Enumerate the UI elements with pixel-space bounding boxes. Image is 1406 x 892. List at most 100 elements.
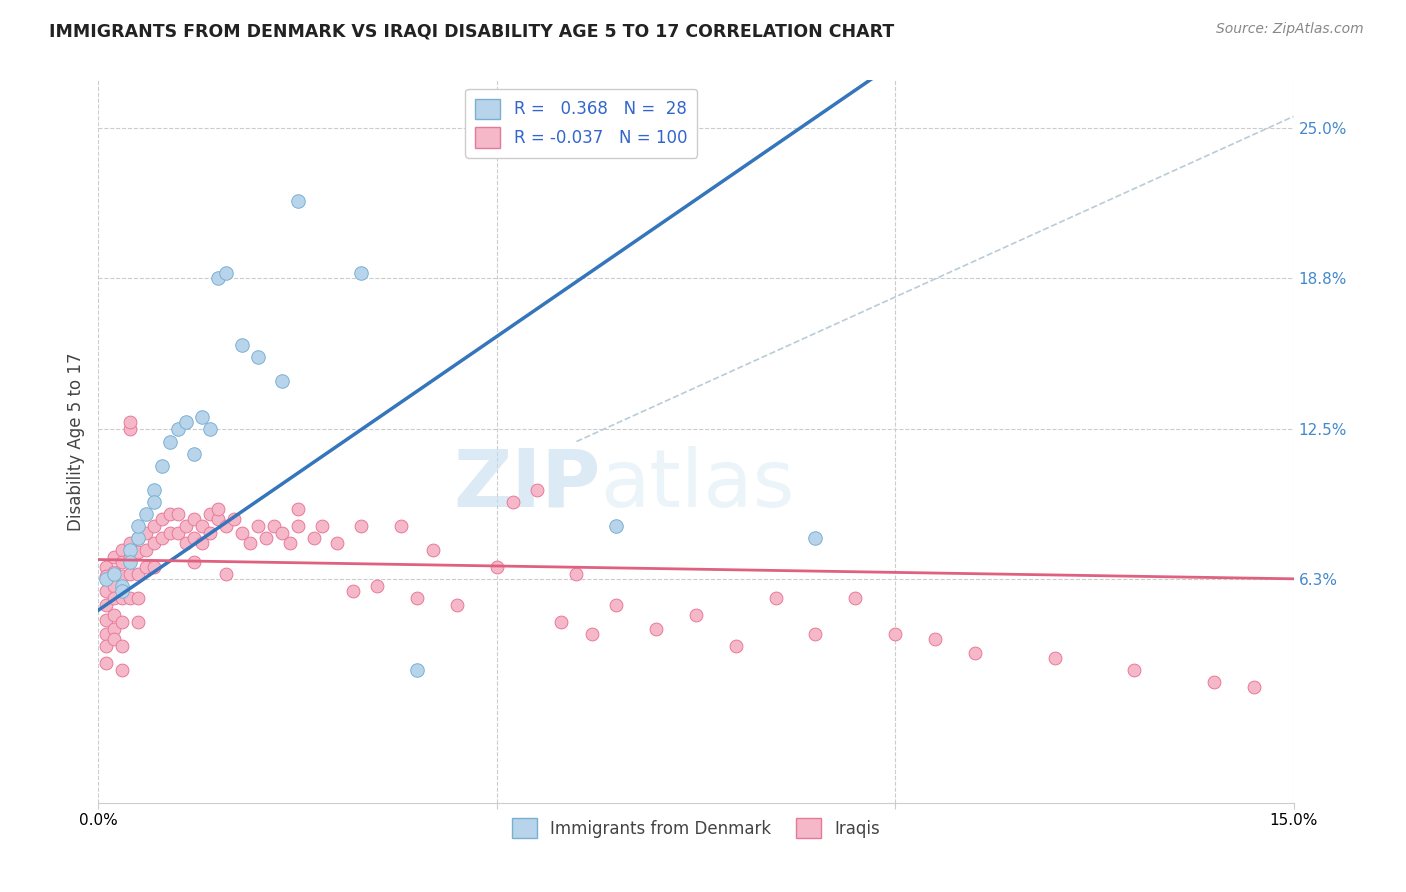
Point (645, 623, 668, 637)
Point (111, 591, 134, 606)
Point (127, 567, 149, 582)
Point (246, 518, 269, 533)
Point (526, 483, 548, 497)
Text: atlas: atlas (600, 446, 794, 524)
Point (167, 507, 190, 521)
Point (96, 627, 118, 641)
Point (222, 511, 245, 525)
Point (239, 535, 262, 549)
Point (844, 591, 866, 606)
Point (143, 494, 166, 508)
Point (1043, 651, 1066, 665)
Point (127, 531, 149, 545)
Point (174, 535, 197, 549)
Point (389, 518, 412, 533)
Point (143, 518, 166, 533)
Point (135, 542, 157, 557)
Point (215, 567, 238, 582)
Point (103, 591, 125, 606)
Point (198, 507, 221, 521)
Point (96, 599, 118, 613)
Point (96, 656, 118, 670)
Point (191, 410, 214, 425)
Point (96, 613, 118, 627)
Point (174, 518, 197, 533)
Point (135, 559, 157, 574)
Point (159, 434, 181, 449)
Point (96, 572, 118, 586)
Point (103, 607, 125, 622)
Point (150, 531, 173, 545)
Point (605, 518, 627, 533)
Point (804, 627, 827, 641)
Point (231, 526, 253, 541)
Point (207, 502, 229, 516)
Point (581, 627, 603, 641)
Point (111, 664, 134, 678)
Point (198, 526, 221, 541)
Point (127, 545, 149, 559)
Point (103, 632, 125, 646)
Point (120, 567, 142, 582)
Point (135, 526, 157, 541)
Point (350, 518, 373, 533)
Point (120, 535, 142, 549)
Point (111, 639, 134, 653)
Point (685, 607, 707, 622)
Point (103, 550, 125, 565)
Point (565, 567, 588, 582)
Point (287, 502, 309, 516)
Point (143, 535, 166, 549)
Point (605, 599, 627, 613)
Point (143, 559, 166, 574)
Point (111, 615, 134, 630)
Point (311, 518, 333, 533)
Point (278, 535, 301, 549)
Point (724, 639, 747, 653)
Point (765, 591, 787, 606)
Point (167, 526, 190, 541)
Point (406, 591, 429, 606)
Point (406, 664, 429, 678)
Point (366, 579, 388, 593)
Point (120, 415, 142, 429)
Point (120, 423, 142, 437)
Point (263, 518, 285, 533)
Point (1243, 680, 1265, 694)
Point (422, 542, 444, 557)
Point (143, 483, 166, 497)
Point (550, 615, 572, 630)
Point (127, 531, 149, 545)
Point (120, 555, 142, 569)
Point (215, 518, 238, 533)
Point (159, 507, 181, 521)
Point (120, 550, 142, 565)
Point (103, 579, 125, 593)
Point (270, 375, 292, 389)
Point (446, 599, 468, 613)
Point (111, 583, 134, 598)
Point (485, 559, 508, 574)
Point (96, 639, 118, 653)
Point (270, 526, 292, 541)
Point (254, 531, 277, 545)
Point (183, 511, 205, 525)
Point (174, 415, 197, 429)
Point (96, 583, 118, 598)
Point (326, 535, 349, 549)
Point (167, 423, 190, 437)
Point (502, 494, 524, 508)
Point (287, 518, 309, 533)
Point (150, 511, 173, 525)
Point (1202, 675, 1225, 690)
Point (111, 579, 134, 593)
Text: Source: ZipAtlas.com: Source: ZipAtlas.com (1216, 22, 1364, 37)
Point (183, 446, 205, 460)
Point (350, 266, 373, 280)
Point (884, 627, 907, 641)
Point (231, 338, 253, 352)
Point (183, 531, 205, 545)
Point (96, 569, 118, 583)
Point (96, 559, 118, 574)
Point (120, 542, 142, 557)
